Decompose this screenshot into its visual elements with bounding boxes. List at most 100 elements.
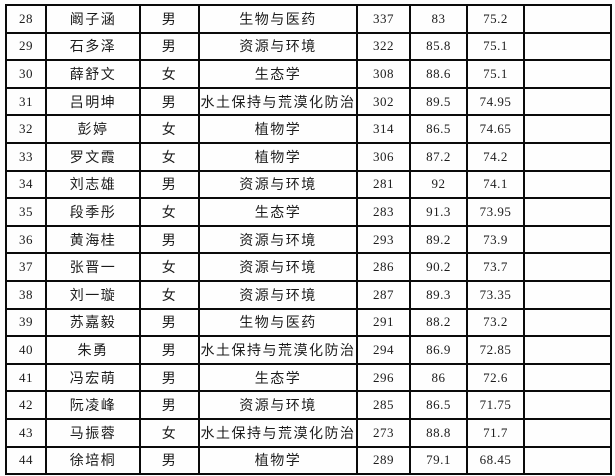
cell-gender: 男 (139, 86, 200, 117)
cell-name: 苏嘉毅 (45, 307, 141, 338)
cell-major: 资源与环境 (198, 279, 358, 310)
cell-retest-score: 88.6 (409, 59, 468, 89)
cell-total-score: 71.7 (466, 417, 525, 448)
cell-total-score: 72.6 (466, 362, 525, 393)
cell-retest-score: 90.2 (409, 252, 468, 282)
cell-retest-score: 86.9 (409, 335, 468, 365)
table-row: 41 冯宏萌男生态学 296 86 72.6 (5, 362, 612, 393)
cell-initial-score: 296 (356, 362, 411, 393)
cell-gender: 女 (139, 417, 200, 448)
cell-initial-score: 273 (356, 417, 411, 448)
cell-total-score: 68.45 (466, 445, 525, 476)
table-row: 37 张晋一女资源与环境 286 90.2 73.7 (5, 252, 612, 282)
table-row: 38 刘一璇女资源与环境 287 89.3 73.35 (5, 279, 612, 310)
cell-note (523, 31, 612, 62)
table-row: 32 彭婷女植物学 314 86.5 74.65 (5, 114, 612, 144)
cell-total-score: 73.9 (466, 224, 525, 255)
cell-gender: 女 (139, 59, 200, 89)
cell-major: 资源与环境 (198, 252, 358, 282)
cell-major: 植物学 (198, 114, 358, 144)
cell-initial-score: 337 (356, 4, 411, 34)
cell-initial-score: 287 (356, 279, 411, 310)
cell-total-score: 75.1 (466, 59, 525, 89)
table-row: 31 吕明坤男水土保持与荒漠化防治 302 89.5 74.95 (5, 86, 612, 117)
cell-gender: 男 (139, 390, 200, 420)
cell-rank: 29 (5, 31, 47, 62)
cell-rank: 34 (5, 169, 47, 200)
cell-name: 薛舒文 (45, 59, 141, 89)
cell-rank: 41 (5, 362, 47, 393)
cell-major: 资源与环境 (198, 390, 358, 420)
cell-name: 刘一璇 (45, 279, 141, 310)
cell-total-score: 74.2 (466, 141, 525, 172)
cell-major: 水土保持与荒漠化防治 (198, 86, 358, 117)
cell-gender: 男 (139, 307, 200, 338)
table-row: 30 薛舒文女生态学 308 88.6 75.1 (5, 59, 612, 89)
cell-total-score: 73.2 (466, 307, 525, 338)
cell-initial-score: 294 (356, 335, 411, 365)
cell-gender: 男 (139, 4, 200, 34)
table-row: 35 段季彤女生态学 283 91.3 73.95 (5, 197, 612, 227)
cell-retest-score: 91.3 (409, 197, 468, 227)
cell-gender: 男 (139, 335, 200, 365)
cell-major: 资源与环境 (198, 169, 358, 200)
cell-initial-score: 314 (356, 114, 411, 144)
cell-rank: 44 (5, 445, 47, 476)
cell-note (523, 279, 612, 310)
cell-note (523, 362, 612, 393)
cell-note (523, 86, 612, 117)
cell-initial-score: 283 (356, 197, 411, 227)
cell-gender: 女 (139, 197, 200, 227)
cell-rank: 32 (5, 114, 47, 144)
cell-major: 资源与环境 (198, 224, 358, 255)
candidate-score-table: 28 阚子涵男生物与医药 337 83 75.2 29 石多泽男资源与环境 322 85.8 75… (5, 4, 612, 476)
cell-name: 马振蓉 (45, 417, 141, 448)
cell-rank: 36 (5, 224, 47, 255)
cell-initial-score: 322 (356, 31, 411, 62)
cell-name: 徐培桐 (45, 445, 141, 476)
cell-rank: 43 (5, 417, 47, 448)
cell-total-score: 72.85 (466, 335, 525, 365)
cell-note (523, 307, 612, 338)
cell-gender: 女 (139, 141, 200, 172)
cell-name: 张晋一 (45, 252, 141, 282)
cell-major: 生物与医药 (198, 307, 358, 338)
cell-gender: 男 (139, 31, 200, 62)
cell-major: 生物与医药 (198, 4, 358, 34)
table-row: 42 阮凌峰男资源与环境 285 86.5 71.75 (5, 390, 612, 420)
cell-major: 植物学 (198, 445, 358, 476)
cell-note (523, 114, 612, 144)
cell-major: 水土保持与荒漠化防治 (198, 335, 358, 365)
cell-name: 段季彤 (45, 197, 141, 227)
cell-total-score: 74.65 (466, 114, 525, 144)
table-row: 29 石多泽男资源与环境 322 85.8 75.1 (5, 31, 612, 62)
cell-rank: 33 (5, 141, 47, 172)
cell-name: 阚子涵 (45, 4, 141, 34)
table-row: 39 苏嘉毅男生物与医药 291 88.2 73.2 (5, 307, 612, 338)
table-row: 33 罗文霞女植物学 306 87.2 74.2 (5, 141, 612, 172)
cell-gender: 男 (139, 224, 200, 255)
cell-rank: 31 (5, 86, 47, 117)
table-row: 40 朱勇男水土保持与荒漠化防治 294 86.9 72.85 (5, 335, 612, 365)
cell-retest-score: 89.3 (409, 279, 468, 310)
cell-note (523, 390, 612, 420)
cell-rank: 30 (5, 59, 47, 89)
cell-name: 石多泽 (45, 31, 141, 62)
cell-major: 生态学 (198, 362, 358, 393)
cell-gender: 女 (139, 279, 200, 310)
cell-note (523, 417, 612, 448)
cell-total-score: 74.95 (466, 86, 525, 117)
cell-gender: 男 (139, 362, 200, 393)
cell-major: 生态学 (198, 59, 358, 89)
cell-gender: 女 (139, 114, 200, 144)
cell-name: 吕明坤 (45, 86, 141, 117)
table-row: 43 马振蓉女水土保持与荒漠化防治 273 88.8 71.7 (5, 417, 612, 448)
table-row: 36 黄海桂男资源与环境 293 89.2 73.9 (5, 224, 612, 255)
cell-note (523, 224, 612, 255)
cell-rank: 39 (5, 307, 47, 338)
cell-total-score: 73.7 (466, 252, 525, 282)
cell-note (523, 335, 612, 365)
cell-initial-score: 293 (356, 224, 411, 255)
cell-rank: 40 (5, 335, 47, 365)
cell-name: 罗文霞 (45, 141, 141, 172)
